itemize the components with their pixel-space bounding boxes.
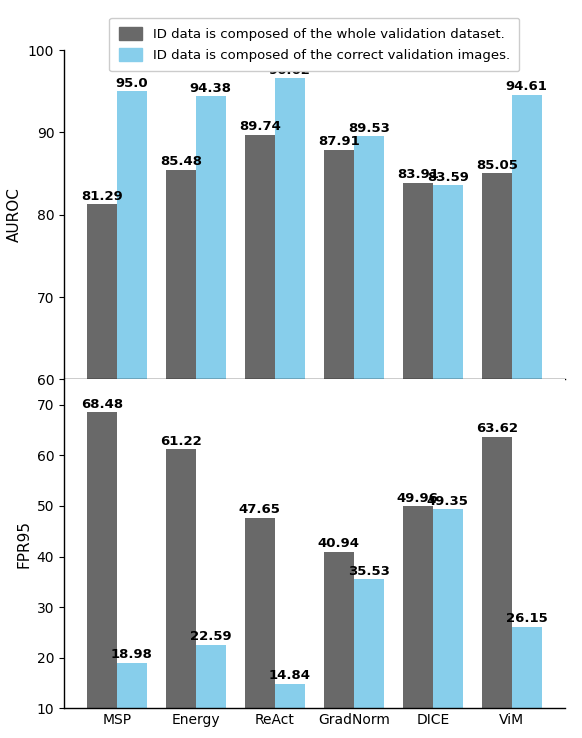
Bar <box>87 204 117 738</box>
Text: 96.62: 96.62 <box>269 63 311 77</box>
Bar <box>354 579 384 738</box>
Bar <box>324 150 354 738</box>
Text: 14.84: 14.84 <box>269 669 311 683</box>
Bar <box>196 645 226 738</box>
Text: 35.53: 35.53 <box>348 565 390 578</box>
Bar <box>354 137 384 738</box>
Text: 68.48: 68.48 <box>81 398 123 411</box>
Bar <box>512 94 542 738</box>
Bar <box>87 413 117 738</box>
Bar <box>275 684 305 738</box>
Bar <box>512 627 542 738</box>
Text: 22.59: 22.59 <box>190 630 232 644</box>
Bar <box>482 437 512 738</box>
Text: 85.48: 85.48 <box>160 156 202 168</box>
Text: 40.94: 40.94 <box>318 537 360 551</box>
Text: 49.96: 49.96 <box>397 492 439 505</box>
Bar <box>196 97 226 738</box>
Text: 85.05: 85.05 <box>476 159 518 172</box>
Text: 47.65: 47.65 <box>239 503 281 517</box>
Text: 81.29: 81.29 <box>81 190 123 203</box>
Text: 94.38: 94.38 <box>190 82 232 95</box>
Text: 87.91: 87.91 <box>318 135 360 148</box>
Text: 95.0: 95.0 <box>115 77 148 90</box>
Text: 61.22: 61.22 <box>160 435 201 447</box>
Bar <box>275 78 305 738</box>
Text: 83.59: 83.59 <box>427 171 469 184</box>
Bar <box>433 185 463 738</box>
Text: 89.53: 89.53 <box>348 122 390 135</box>
X-axis label: (a): (a) <box>304 419 325 434</box>
Bar <box>245 134 275 738</box>
Bar <box>117 92 147 738</box>
Text: 83.91: 83.91 <box>397 168 439 182</box>
Text: 94.61: 94.61 <box>506 80 548 93</box>
Text: 26.15: 26.15 <box>506 613 548 625</box>
Bar <box>245 518 275 738</box>
Y-axis label: FPR95: FPR95 <box>16 520 31 568</box>
Text: 49.35: 49.35 <box>427 494 469 508</box>
Bar <box>403 506 433 738</box>
Bar <box>117 663 147 738</box>
Text: 18.98: 18.98 <box>111 649 152 661</box>
Text: 89.74: 89.74 <box>239 120 281 134</box>
Bar <box>166 449 196 738</box>
Bar <box>482 173 512 738</box>
Text: 63.62: 63.62 <box>475 422 518 435</box>
Y-axis label: AUROC: AUROC <box>8 187 22 242</box>
Legend: ID data is composed of the whole validation dataset., ID data is composed of the: ID data is composed of the whole validat… <box>109 18 519 71</box>
Bar <box>324 552 354 738</box>
Bar <box>166 170 196 738</box>
Bar <box>433 509 463 738</box>
Bar <box>403 182 433 738</box>
